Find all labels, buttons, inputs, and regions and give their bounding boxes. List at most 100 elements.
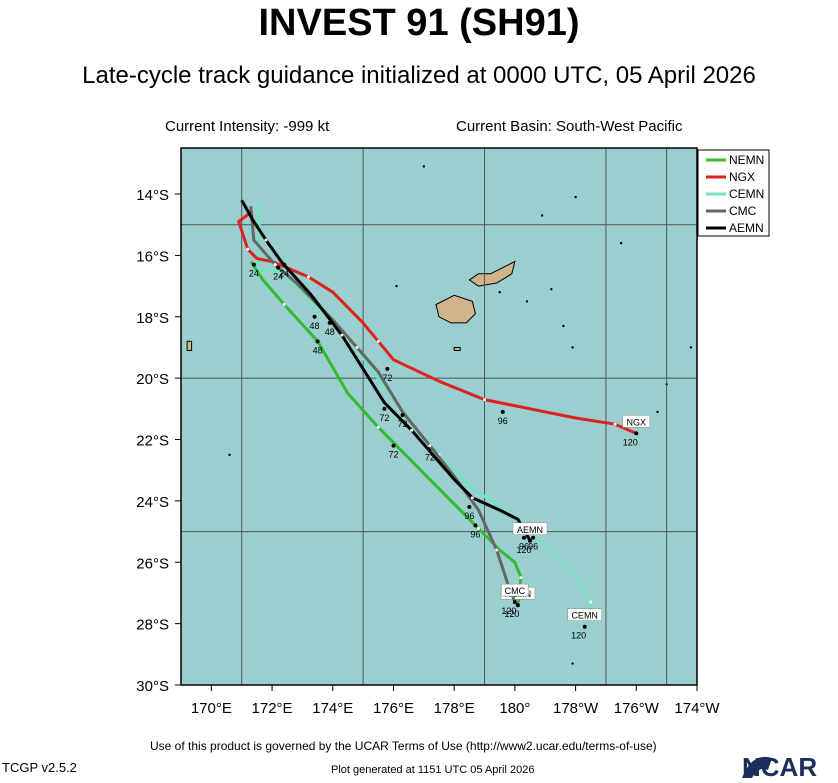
forecast-marker [531,535,536,540]
track-point [476,527,480,531]
track-end-label: AEMN [517,525,543,535]
lat-tick-label: 18°S [136,310,169,327]
forecast-hour-label: 72 [379,413,389,423]
forecast-marker [400,412,405,417]
track-point [355,345,359,349]
small-island [422,165,426,168]
track-point [282,302,286,306]
lon-tick-label: 170°E [191,700,232,717]
lat-tick-label: 24°S [136,494,169,511]
track-point [589,600,593,604]
small-island [571,662,574,665]
track-end-label: CEMN [571,611,598,621]
track-point [306,275,310,279]
forecast-hour-label: 72 [398,419,408,429]
small-island [571,346,574,349]
track-end-hour: 120 [504,609,519,619]
track-point [264,238,268,242]
lat-tick-label: 16°S [136,248,169,265]
forecast-marker [312,314,317,319]
track-point [613,422,617,426]
track-end-label: CMC [505,586,526,596]
land-mass [186,340,193,351]
track-point [470,496,474,500]
lat-tick-label: 28°S [136,617,169,634]
forecast-marker [473,523,478,528]
lon-tick-label: 176°E [373,700,414,717]
lat-tick-label: 20°S [136,371,169,388]
lon-tick-label: 178°W [553,700,599,717]
forecast-hour-label: 96 [498,416,508,426]
track-ngx [237,211,637,435]
lon-tick-label: 180° [499,700,530,717]
track-end-marker [634,431,639,436]
page-subtitle: Late-cycle track guidance initialized at… [82,62,756,89]
lat-tick-label: 22°S [136,433,169,450]
forecast-hour-label: 96 [470,529,480,539]
track-point [376,339,380,343]
track-end-hour: 120 [623,437,638,447]
track-aemn [240,199,532,542]
lon-tick-label: 172°E [252,700,293,717]
forecast-hour-label: 48 [325,327,335,337]
ncar-logo-mark [742,756,772,778]
legend-label-cemn: CEMN [729,187,764,201]
forecast-hour-label: 72 [425,453,435,463]
forecast-hour-label: 96 [519,542,529,552]
small-island [550,287,553,291]
generated-label: Plot generated at 1151 UTC 05 April 2026 [331,764,535,776]
forecast-marker [382,406,387,411]
track-end-marker [582,624,587,629]
legend-label-aemn: AEMN [729,221,764,235]
track-point [410,428,414,432]
small-island [525,300,529,303]
track-point [246,247,250,251]
track-end-hour: 120 [571,631,586,641]
track-end-marker [512,600,517,605]
page-title: INVEST 91 (SH91) [258,2,580,44]
ncar-logo: NCAR [742,752,818,782]
track-end-box [567,608,602,621]
land-mass [453,347,461,351]
legend-label-cmc: CMC [729,204,757,218]
forecast-marker [391,443,396,448]
forecast-hour-label: 24 [273,272,283,282]
legend-label-ngx: NGX [729,170,755,184]
track-end-hour: 120 [517,545,532,555]
track-point [483,398,487,402]
track-end-box [501,583,529,597]
current-intensity: Current Intensity: -999 kt [165,118,330,135]
lon-tick-label: 178°E [434,700,475,717]
current-basin: Current Basin: South-West Pacific [456,118,683,135]
track-point [519,576,523,580]
forecast-marker [500,409,505,414]
version-label: TCGP v2.5.2 [2,760,77,775]
forecast-hour-label: 48 [310,321,320,331]
forecast-hour-label: 48 [313,345,323,355]
small-island [574,195,577,199]
track-point [495,548,499,552]
track-point [340,333,344,337]
lat-tick-label: 26°S [136,555,169,572]
forecast-marker [282,262,287,267]
forecast-marker [467,505,472,510]
forecast-marker [521,535,526,540]
small-island [541,214,544,217]
small-island [228,453,231,457]
small-island [498,291,501,294]
lat-tick-label: 30°S [136,678,169,695]
track-end-label: NGX [627,417,647,427]
forecast-hour-label: 72 [382,373,392,383]
lat-tick-label: 14°S [136,187,169,204]
land-mass [468,260,516,287]
forecast-marker [315,339,320,344]
track-end-hour: 120 [501,606,516,616]
lon-tick-label: 174°E [312,700,353,717]
track-point [376,425,380,429]
lon-tick-label: 174°W [674,700,720,717]
forecast-hour-label: 72 [388,450,398,460]
track-end-marker [528,538,533,543]
forecast-hour-label: 96 [464,511,474,521]
small-island [562,324,565,328]
